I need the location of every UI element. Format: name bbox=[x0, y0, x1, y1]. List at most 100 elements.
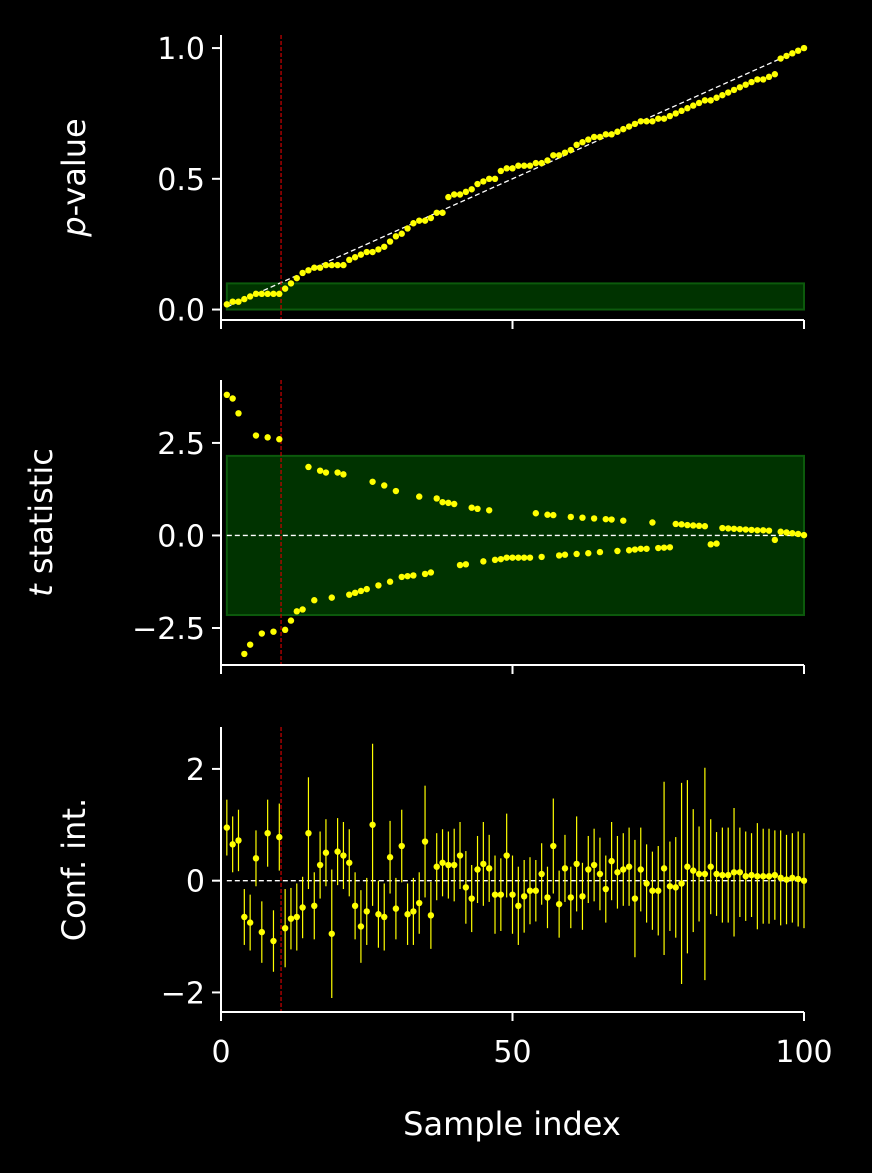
data-point bbox=[532, 887, 540, 894]
data-point bbox=[246, 919, 254, 926]
data-point bbox=[765, 527, 773, 534]
data-point bbox=[491, 175, 499, 183]
data-point bbox=[468, 895, 475, 902]
data-point bbox=[381, 482, 388, 489]
data-point bbox=[427, 214, 435, 222]
data-point bbox=[783, 876, 790, 883]
data-point bbox=[433, 863, 440, 870]
data-point bbox=[672, 884, 679, 891]
data-point bbox=[730, 86, 738, 94]
data-point bbox=[800, 531, 808, 539]
data-point bbox=[398, 573, 405, 581]
threshold-band bbox=[225, 282, 805, 311]
data-point bbox=[287, 617, 295, 624]
data-point bbox=[678, 521, 685, 528]
data-point bbox=[299, 904, 306, 911]
data-point bbox=[742, 873, 749, 880]
data-point bbox=[474, 505, 481, 513]
data-point bbox=[346, 256, 353, 264]
data-point bbox=[800, 877, 808, 884]
data-point bbox=[410, 908, 417, 915]
data-point bbox=[456, 561, 464, 569]
data-point bbox=[794, 47, 802, 54]
data-point bbox=[754, 527, 761, 534]
data-point bbox=[252, 290, 260, 298]
data-point bbox=[392, 905, 400, 912]
data-point bbox=[340, 261, 347, 269]
data-point bbox=[573, 141, 580, 149]
data-point bbox=[620, 125, 627, 133]
data-point bbox=[620, 866, 627, 873]
data-point bbox=[241, 913, 248, 921]
y-tick-label: 0.5 bbox=[157, 163, 205, 198]
data-point bbox=[759, 873, 767, 880]
data-point bbox=[433, 495, 440, 502]
data-point bbox=[322, 261, 330, 269]
data-point bbox=[643, 118, 650, 125]
data-point bbox=[503, 554, 510, 561]
data-point bbox=[404, 572, 411, 580]
data-point bbox=[468, 186, 475, 193]
data-point bbox=[421, 217, 429, 224]
data-point bbox=[567, 894, 574, 901]
data-point bbox=[538, 159, 545, 167]
data-point bbox=[736, 869, 744, 876]
data-point bbox=[451, 191, 458, 198]
data-point bbox=[596, 870, 604, 878]
data-point bbox=[555, 900, 563, 908]
chart-panels: 0.00.51.0p-value−2.50.02.5t statistic−20… bbox=[22, 32, 833, 1070]
data-point bbox=[252, 855, 260, 862]
data-point bbox=[386, 578, 394, 585]
data-point bbox=[293, 913, 300, 921]
data-point bbox=[328, 261, 335, 269]
data-point bbox=[579, 139, 586, 146]
data-point bbox=[538, 553, 545, 561]
data-point bbox=[386, 238, 394, 245]
data-point bbox=[258, 290, 266, 298]
data-point bbox=[351, 589, 359, 597]
data-point bbox=[695, 870, 703, 878]
data-point bbox=[777, 528, 784, 535]
data-point bbox=[672, 520, 679, 528]
data-point bbox=[678, 107, 685, 115]
data-point bbox=[235, 410, 242, 417]
data-point bbox=[678, 880, 685, 887]
data-point bbox=[375, 911, 382, 918]
data-point bbox=[620, 517, 627, 524]
y-tick-label: 2 bbox=[186, 753, 205, 788]
data-point bbox=[328, 594, 335, 601]
data-point bbox=[264, 829, 271, 837]
data-point bbox=[439, 498, 446, 506]
data-point bbox=[416, 899, 423, 907]
data-point bbox=[730, 869, 738, 876]
data-point bbox=[573, 860, 580, 868]
data-point bbox=[340, 471, 347, 478]
data-point bbox=[742, 526, 749, 533]
data-point bbox=[794, 875, 802, 883]
data-point bbox=[730, 525, 738, 532]
data-point bbox=[398, 842, 405, 850]
data-point bbox=[742, 81, 749, 88]
y-axis-label: t statistic bbox=[22, 448, 60, 597]
data-point bbox=[421, 838, 429, 845]
data-point bbox=[375, 582, 382, 589]
data-point bbox=[480, 178, 487, 185]
data-point bbox=[789, 530, 796, 537]
data-point bbox=[421, 570, 429, 578]
data-point bbox=[404, 225, 411, 232]
x-tick-label: 50 bbox=[493, 1035, 531, 1070]
data-point bbox=[748, 871, 755, 879]
data-point bbox=[765, 873, 773, 880]
y-tick-label: −2.5 bbox=[132, 612, 205, 647]
data-point bbox=[305, 463, 312, 471]
data-point bbox=[777, 55, 784, 62]
data-point bbox=[777, 874, 784, 882]
data-point bbox=[369, 478, 376, 485]
data-point bbox=[293, 274, 300, 282]
data-point bbox=[660, 865, 668, 872]
data-point bbox=[655, 115, 662, 122]
panel-pvalue: 0.0 0.5 1.0 p-value bbox=[55, 32, 808, 329]
data-point bbox=[748, 78, 755, 86]
data-point bbox=[346, 859, 353, 866]
data-point bbox=[602, 885, 609, 893]
